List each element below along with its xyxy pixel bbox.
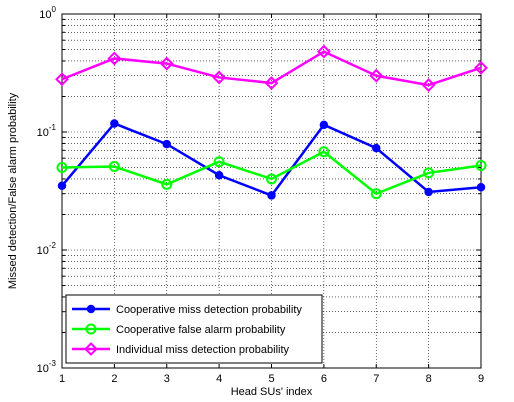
- data-point: [212, 70, 227, 85]
- grid: [62, 14, 481, 368]
- x-tick-label: 7: [373, 373, 379, 385]
- data-point: [370, 188, 382, 200]
- data-point: [159, 56, 174, 71]
- data-point: [214, 171, 224, 180]
- legend-item: Cooperative miss detection probability: [72, 304, 302, 316]
- data-point: [110, 119, 119, 128]
- data-point: [213, 156, 225, 168]
- data-point: [56, 162, 68, 174]
- y-axis-label: Missed detection/False alarm probability: [7, 92, 19, 289]
- data-point: [162, 139, 171, 149]
- y-tick-label: 100: [39, 5, 56, 21]
- data-point: [423, 167, 435, 179]
- series-3: [55, 44, 488, 92]
- series-2: [56, 146, 487, 200]
- series-line: [61, 150, 482, 196]
- data-point: [369, 68, 384, 83]
- x-tick-label: 2: [111, 373, 117, 385]
- x-tick-label: 5: [268, 373, 274, 385]
- x-axis-label: Head SUs' index: [231, 386, 313, 398]
- data-point: [421, 78, 436, 92]
- legend-item: Cooperative false alarm probability: [72, 323, 286, 336]
- series-group: [55, 44, 488, 200]
- y-tick-label: 10-2: [37, 241, 57, 257]
- data-point: [316, 44, 331, 59]
- data-point: [57, 181, 67, 191]
- data-point: [474, 60, 488, 75]
- legend: Cooperative miss detection probability Co…: [65, 294, 323, 364]
- legend-item: Individual miss detection probability: [72, 342, 290, 356]
- data-point: [266, 173, 277, 185]
- data-point: [108, 161, 120, 173]
- data-point: [267, 191, 276, 200]
- axis-ticks: 1 2 3 4 5 6 7 8 9 10-3 10-2 10-1 100: [37, 5, 484, 385]
- series-line: [61, 50, 482, 87]
- series-1: [57, 119, 486, 200]
- x-tick-label: 8: [426, 373, 432, 385]
- data-point: [424, 187, 433, 197]
- data-point: [372, 143, 381, 153]
- data-point: [55, 72, 69, 87]
- legend-label: Individual miss detection probability: [116, 344, 290, 356]
- x-tick-label: 9: [478, 373, 484, 385]
- data-point: [85, 323, 97, 335]
- legend-label: Cooperative miss detection probability: [116, 304, 302, 316]
- data-point: [475, 160, 487, 172]
- data-point: [161, 178, 173, 190]
- x-tick-label: 1: [59, 373, 65, 385]
- data-point: [86, 304, 96, 314]
- data-point: [476, 183, 486, 192]
- legend-label: Cooperative false alarm probability: [116, 324, 286, 336]
- data-point: [264, 76, 279, 90]
- y-tick-label: 10-3: [37, 359, 57, 375]
- data-point: [319, 120, 329, 130]
- x-tick-label: 4: [216, 373, 222, 385]
- data-point: [318, 146, 330, 158]
- x-tick-label: 3: [164, 373, 170, 385]
- x-tick-label: 6: [321, 373, 327, 385]
- y-tick-label: 10-1: [37, 123, 57, 139]
- data-point: [84, 342, 98, 356]
- data-point: [107, 51, 122, 66]
